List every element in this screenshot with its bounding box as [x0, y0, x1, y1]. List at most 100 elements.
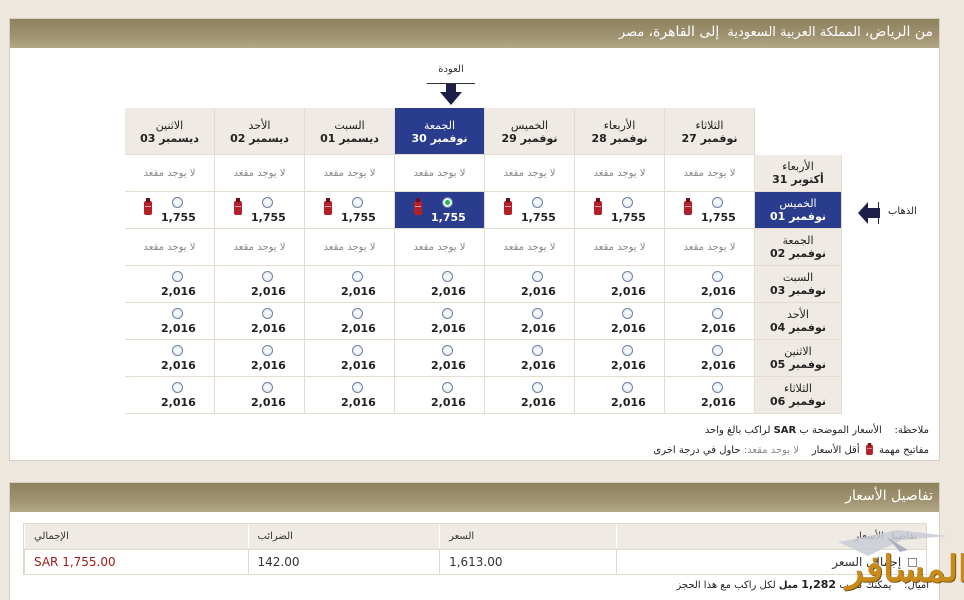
return-date-header[interactable]: الخميس 29 نوفمبر: [485, 108, 575, 155]
fare-cell[interactable]: 2,016: [575, 340, 665, 377]
fare-cell[interactable]: 2,016: [395, 303, 485, 340]
fare-cell[interactable]: 2,016: [215, 266, 305, 303]
fare-cell[interactable]: 2,016: [305, 377, 395, 414]
return-date-header[interactable]: الاثنين 03 ديسمبر: [125, 108, 215, 155]
return-date-header[interactable]: الجمعة 30 نوفمبر: [395, 108, 485, 155]
return-date-header[interactable]: الثلاثاء 27 نوفمبر: [665, 108, 755, 155]
fare-radio[interactable]: [622, 271, 633, 282]
fare-radio[interactable]: [352, 345, 363, 356]
fare-radio[interactable]: [442, 197, 453, 208]
fare-cell[interactable]: 2,016: [665, 266, 755, 303]
fare-radio[interactable]: [712, 308, 723, 319]
miles-value: 1,282: [801, 578, 837, 591]
details-value[interactable]: إجمالي السعر: [615, 550, 926, 574]
fare-radio[interactable]: [622, 197, 633, 208]
fare-cell[interactable]: 2,016: [485, 377, 575, 414]
return-date-header[interactable]: الأربعاء 28 نوفمبر: [575, 108, 665, 155]
outbound-date-header[interactable]: الأربعاء 31 أكتوبر: [755, 155, 842, 192]
fare-radio[interactable]: [442, 271, 453, 282]
fare-price: 2,016: [431, 396, 466, 409]
fare-cell[interactable]: 1,755: [485, 192, 575, 229]
fare-cell[interactable]: 2,016: [125, 303, 215, 340]
fare-radio[interactable]: [172, 345, 183, 356]
fare-price: 2,016: [341, 322, 376, 335]
fare-cell[interactable]: 1,755: [575, 192, 665, 229]
fare-cell[interactable]: 1,755: [395, 192, 485, 229]
fare-radio[interactable]: [442, 382, 453, 393]
fare-cell[interactable]: 2,016: [305, 266, 395, 303]
fare-cell[interactable]: 2,016: [485, 340, 575, 377]
outbound-date-header[interactable]: السبت 03 نوفمبر: [755, 266, 842, 303]
expand-icon[interactable]: [908, 558, 917, 567]
no-seat-cell: لا يوجد مقعد: [305, 155, 395, 192]
note-currency: SAR: [773, 425, 797, 436]
outbound-label: الذهاب: [888, 206, 917, 217]
fare-radio[interactable]: [172, 271, 183, 282]
date-label: 03 نوفمبر: [769, 284, 827, 297]
day-name: الأحد: [787, 308, 809, 321]
fare-radio[interactable]: [622, 382, 633, 393]
no-seat-cell: لا يوجد مقعد: [575, 155, 665, 192]
fare-radio[interactable]: [532, 271, 543, 282]
fare-radio[interactable]: [712, 345, 723, 356]
fare-radio[interactable]: [352, 271, 363, 282]
destination-city: إلى القاهرة،: [648, 24, 720, 40]
return-date-header[interactable]: السبت 01 ديسمبر: [305, 108, 395, 155]
fare-radio[interactable]: [262, 308, 273, 319]
fare-radio[interactable]: [532, 382, 543, 393]
fare-cell[interactable]: 2,016: [215, 303, 305, 340]
fare-cell[interactable]: 2,016: [665, 377, 755, 414]
fare-cell[interactable]: 2,016: [575, 303, 665, 340]
fare-radio[interactable]: [712, 382, 723, 393]
fare-cell[interactable]: 1,755: [665, 192, 755, 229]
fare-cell[interactable]: 2,016: [665, 303, 755, 340]
fare-radio[interactable]: [172, 197, 183, 208]
fare-cell[interactable]: 1,755: [125, 192, 215, 229]
fare-radio[interactable]: [172, 308, 183, 319]
fare-radio[interactable]: [532, 197, 543, 208]
fare-radio[interactable]: [622, 345, 633, 356]
fare-cell[interactable]: 2,016: [125, 266, 215, 303]
fare-cell[interactable]: 2,016: [215, 377, 305, 414]
fare-cell[interactable]: 2,016: [485, 303, 575, 340]
outbound-date-header[interactable]: الثلاثاء 06 نوفمبر: [755, 377, 842, 414]
fare-radio[interactable]: [532, 345, 543, 356]
return-date-header[interactable]: الأحد 02 ديسمبر: [215, 108, 305, 155]
fare-radio[interactable]: [712, 197, 723, 208]
fare-cell[interactable]: 2,016: [395, 377, 485, 414]
fare-radio[interactable]: [262, 197, 273, 208]
fare-radio[interactable]: [532, 308, 543, 319]
outbound-date-header[interactable]: الاثنين 05 نوفمبر: [755, 340, 842, 377]
outbound-date-header[interactable]: الأحد 04 نوفمبر: [755, 303, 842, 340]
fare-radio[interactable]: [262, 382, 273, 393]
fare-radio[interactable]: [712, 271, 723, 282]
fare-radio[interactable]: [172, 382, 183, 393]
fare-cell[interactable]: 1,755: [305, 192, 395, 229]
fare-radio[interactable]: [352, 308, 363, 319]
fare-cell[interactable]: 2,016: [485, 266, 575, 303]
fare-cell[interactable]: 2,016: [125, 340, 215, 377]
fare-radio[interactable]: [442, 308, 453, 319]
fare-cell[interactable]: 1,755: [215, 192, 305, 229]
fare-radio[interactable]: [352, 382, 363, 393]
fare-cell[interactable]: 2,016: [395, 340, 485, 377]
fare-radio[interactable]: [262, 345, 273, 356]
fare-radio[interactable]: [352, 197, 363, 208]
fare-cell[interactable]: 2,016: [575, 266, 665, 303]
outbound-date-header[interactable]: الجمعة 02 نوفمبر: [755, 229, 842, 266]
fare-price: 2,016: [251, 359, 286, 372]
fare-cell[interactable]: 2,016: [125, 377, 215, 414]
fare-cell[interactable]: 2,016: [665, 340, 755, 377]
outbound-date-header[interactable]: الخميس 01 نوفمبر: [755, 192, 842, 229]
fare-cell[interactable]: 2,016: [395, 266, 485, 303]
fare-cell[interactable]: 2,016: [305, 340, 395, 377]
miles-text: يمكنك كسب: [839, 580, 892, 591]
fare-cell[interactable]: 2,016: [575, 377, 665, 414]
fare-radio[interactable]: [622, 308, 633, 319]
fare-cell[interactable]: 2,016: [305, 303, 395, 340]
fare-radio[interactable]: [442, 345, 453, 356]
fare-radio[interactable]: [262, 271, 273, 282]
fare-cell[interactable]: 2,016: [215, 340, 305, 377]
fare-price: 1,755: [341, 211, 376, 224]
no-seat-cell: لا يوجد مقعد: [215, 229, 305, 266]
